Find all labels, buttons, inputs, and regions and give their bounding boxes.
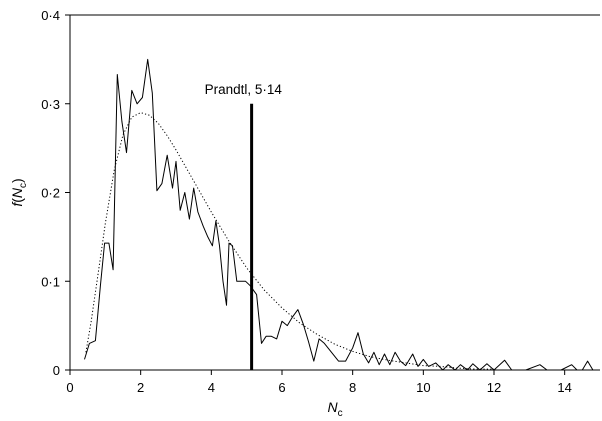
x-tick-label: 0 xyxy=(66,380,73,395)
series-layer xyxy=(84,58,594,371)
y-tick-label: 0·1 xyxy=(41,274,60,289)
y-axis-label: f(Nc) xyxy=(9,178,29,206)
histogram-line xyxy=(84,58,594,371)
x-tick-label: 14 xyxy=(557,380,571,395)
x-tick-label: 10 xyxy=(416,380,430,395)
x-tick-label: 2 xyxy=(137,380,144,395)
x-axis-label-sub: c xyxy=(338,408,343,419)
y-tick-label: 0·4 xyxy=(41,8,60,23)
x-axis-label: Nc xyxy=(327,399,342,419)
y-axis-label-close: ) xyxy=(9,178,25,183)
y-axis-label-sub: c xyxy=(18,183,29,188)
y-tick-label: 0·3 xyxy=(41,97,60,112)
y-axis-label-main: N xyxy=(9,187,25,198)
y-axis-label-func: f xyxy=(9,201,25,207)
x-tick-label: 12 xyxy=(487,380,501,395)
fitted-curve xyxy=(85,112,494,370)
x-tick-label: 4 xyxy=(208,380,215,395)
reference-line-label: Prandtl, 5·14 xyxy=(205,82,283,97)
x-axis-label-main: N xyxy=(327,399,338,415)
y-tick-label: 0 xyxy=(53,363,60,378)
x-tick-label: 8 xyxy=(349,380,356,395)
x-axis-ticks: 0 2 4 6 8 10 12 14 xyxy=(66,370,572,395)
plot-frame xyxy=(69,14,600,371)
x-tick-label: 6 xyxy=(278,380,285,395)
y-tick-label: 0·2 xyxy=(41,186,60,201)
y-axis-ticks: 0 0·1 0·2 0·3 0·4 xyxy=(41,8,70,378)
y-axis-label-open: ( xyxy=(9,198,25,203)
